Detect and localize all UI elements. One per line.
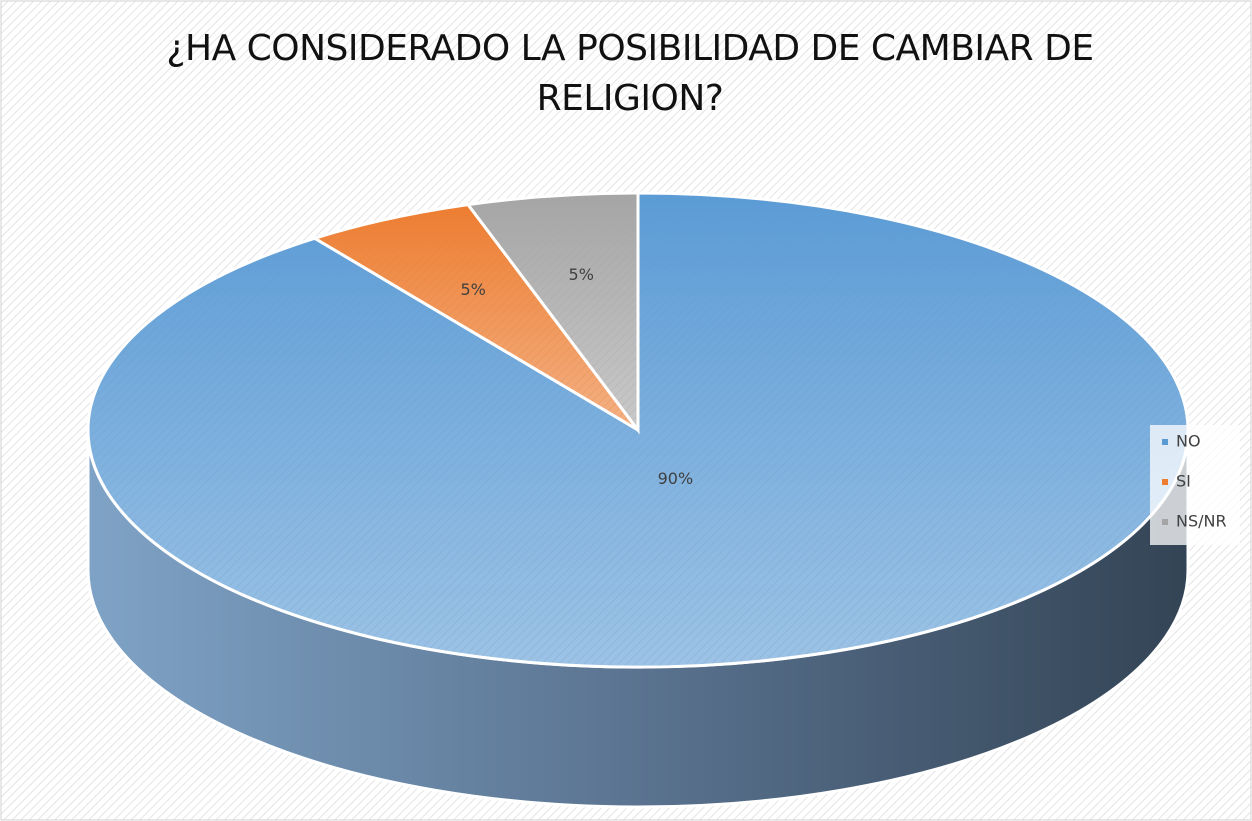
chart-title: ¿HA CONSIDERADO LA POSIBILIDAD DE CAMBIA…	[166, 28, 1094, 119]
legend-label: SI	[1176, 472, 1191, 491]
legend-swatch	[1162, 519, 1168, 525]
data-label: 5%	[569, 265, 594, 284]
pie-slice	[311, 202, 640, 432]
data-label: 5%	[461, 280, 486, 299]
legend-swatch	[1162, 439, 1168, 445]
legend-label: NS/NR	[1176, 512, 1227, 531]
pie-slice	[465, 191, 640, 435]
legend-swatch	[1162, 479, 1168, 485]
legend-label: NO	[1176, 432, 1201, 451]
data-label: 90%	[658, 469, 694, 488]
